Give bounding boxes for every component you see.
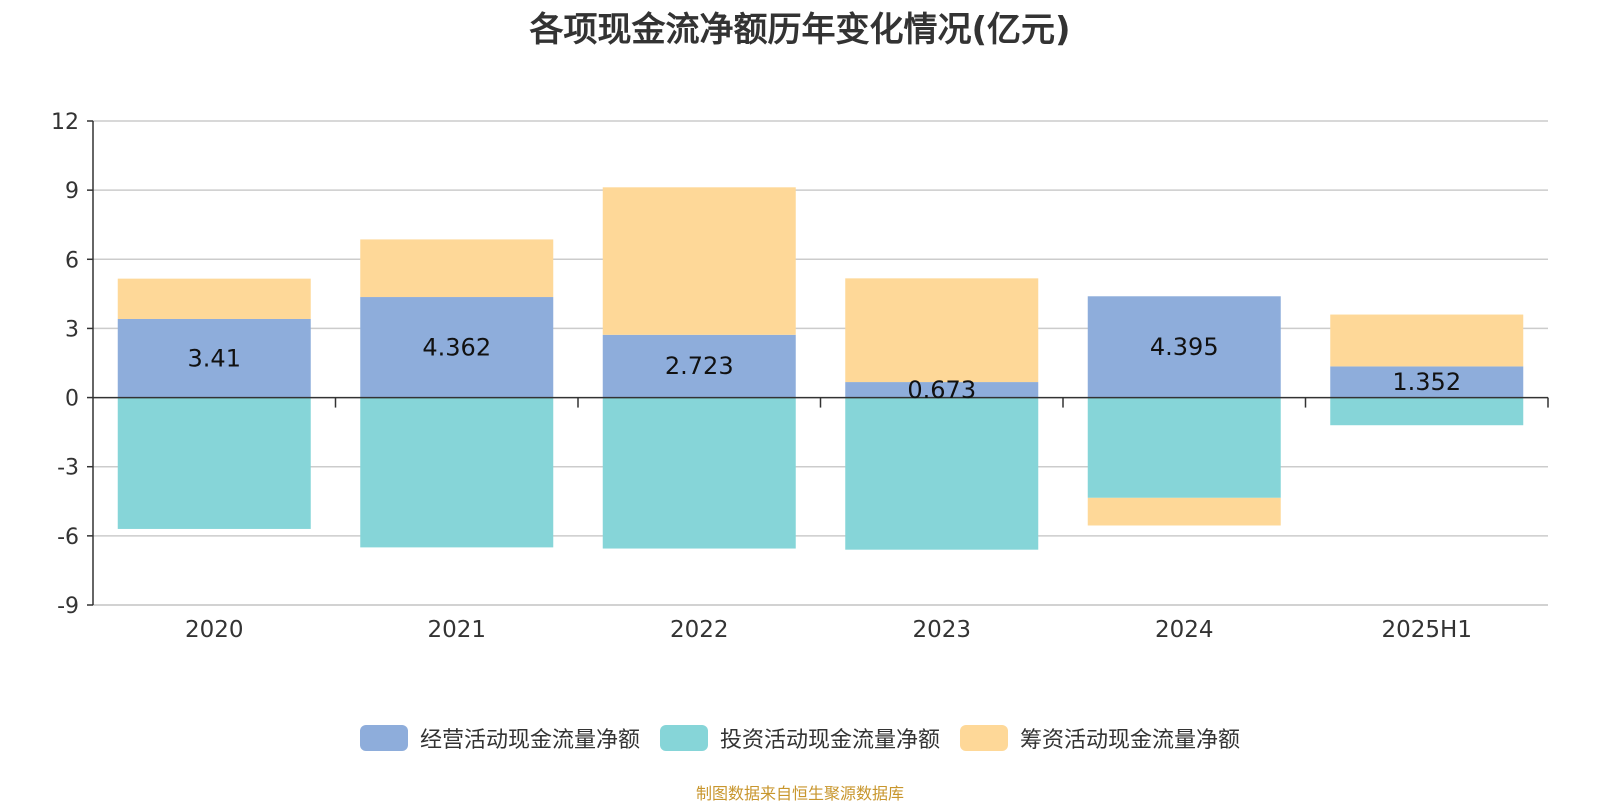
bar-investing-2023 [845, 397, 1039, 550]
y-tick-label: 0 [65, 387, 79, 412]
bar-financing-2025H1 [1330, 314, 1524, 367]
bar-operating-2021 [360, 297, 554, 398]
legend-swatch-financing [960, 725, 1008, 751]
legend-item-operating[interactable]: 经营活动现金流量净额 [359, 722, 640, 754]
data-labels: 3.41 4.362 2.723 0.673 4.395 1.352 [188, 333, 1462, 404]
data-label-2022: 2.723 [665, 352, 734, 380]
legend-label-operating: 经营活动现金流量净额 [419, 728, 640, 753]
bar-investing-2024 [1087, 397, 1281, 498]
y-tick-label: 9 [65, 179, 79, 204]
data-label-2023: 0.673 [907, 376, 976, 404]
bar-investing-2025H1 [1330, 397, 1524, 426]
bar-operating-2020 [117, 318, 311, 398]
bar-investing-2021 [360, 397, 554, 548]
x-tick-label-2020: 2020 [185, 617, 244, 643]
bar-investing-2020 [117, 397, 311, 529]
y-tick-label: 3 [65, 317, 79, 342]
x-tick-label-2025H1: 2025H1 [1382, 617, 1472, 643]
bar-financing-2022 [602, 187, 796, 335]
legend-swatch-operating [359, 725, 408, 751]
x-tick-label-2022: 2022 [670, 617, 729, 643]
bar-financing-2020 [117, 278, 311, 319]
bar-operating-2024 [1087, 296, 1281, 398]
legend-swatch-investing [659, 725, 708, 751]
y-tick-label: 6 [65, 248, 79, 273]
source-note: 制图数据来自恒生聚源数据库 [695, 784, 904, 803]
axes: -9 -6 -3 0 3 6 9 12 2020 2021 2022 2023 2024 2025H1 [51, 110, 1549, 643]
data-label-2020: 3.41 [188, 344, 241, 372]
bars [117, 187, 1524, 550]
bar-financing-2024 [1087, 497, 1281, 526]
y-tick-label: -3 [57, 456, 79, 481]
x-tick-label-2021: 2021 [427, 617, 486, 643]
grid-lines [93, 120, 1548, 606]
y-tick-label: -6 [57, 525, 79, 550]
data-label-2021: 4.362 [422, 333, 491, 361]
x-tick-label-2024: 2024 [1155, 617, 1214, 643]
legend: 经营活动现金流量净额 投资活动现金流量净额 筹资活动现金流量净额 [0, 722, 1600, 754]
legend-label-investing: 投资活动现金流量净额 [719, 728, 940, 753]
bar-financing-2021 [360, 239, 554, 298]
legend-item-financing[interactable]: 筹资活动现金流量净额 [960, 722, 1240, 754]
legend-item-investing[interactable]: 投资活动现金流量净额 [659, 722, 940, 754]
bar-financing-2023 [845, 278, 1039, 383]
y-tick-label: 12 [51, 110, 79, 135]
data-label-2024: 4.395 [1150, 333, 1219, 361]
y-tick-label: -9 [57, 594, 79, 619]
x-tick-label-2023: 2023 [912, 617, 971, 643]
chart-title: 各项现金流净额历年变化情况(亿元) [529, 10, 1071, 50]
bar-operating-2025H1 [1330, 366, 1524, 398]
legend-label-financing: 筹资活动现金流量净额 [1020, 728, 1241, 753]
data-label-2025H1: 1.352 [1392, 368, 1461, 396]
bar-investing-2022 [602, 397, 796, 549]
bar-operating-2023 [845, 382, 1039, 398]
bar-operating-2022 [602, 334, 796, 398]
